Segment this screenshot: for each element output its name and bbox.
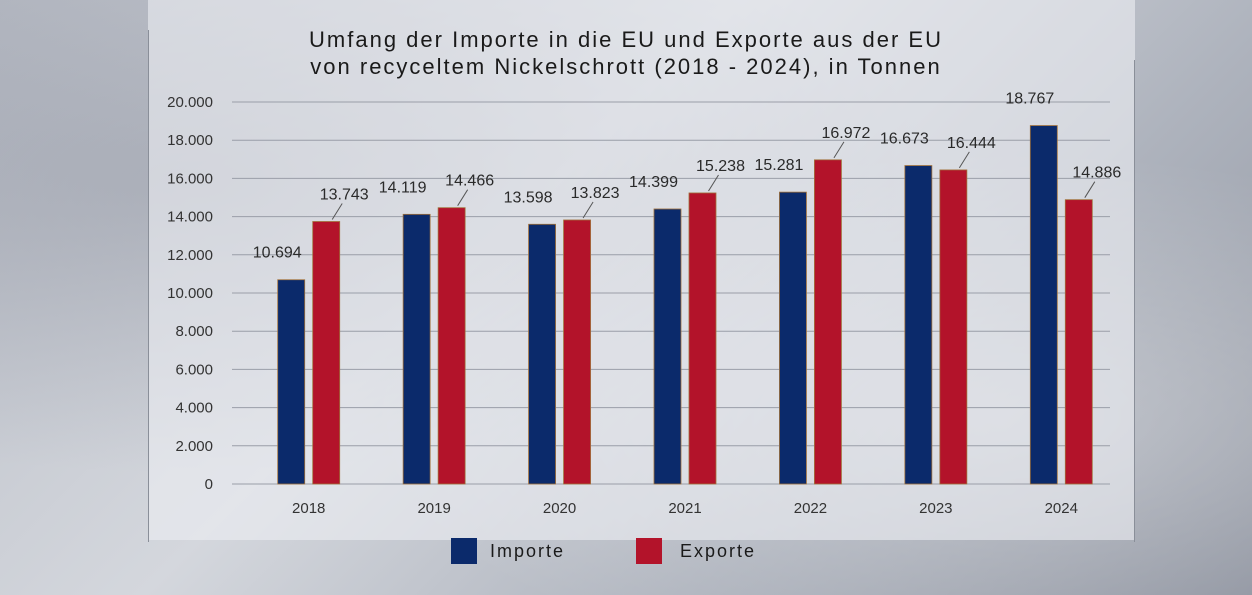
y-tick-label: 6.000	[175, 361, 213, 378]
bar-importe	[653, 208, 682, 485]
x-tick-label: 2021	[668, 500, 701, 517]
data-label: 13.823	[571, 185, 620, 202]
bar-importe	[277, 279, 306, 485]
y-tick-label: 14.000	[167, 209, 213, 226]
y-tick-label: 8.000	[175, 323, 213, 340]
data-label: 13.598	[504, 189, 553, 206]
y-tick-label: 18.000	[167, 132, 213, 149]
data-label-leader	[958, 151, 970, 169]
x-tick-label: 2019	[417, 500, 450, 517]
data-label-leader	[331, 203, 343, 220]
bar-exporte	[814, 159, 842, 485]
data-label: 16.673	[880, 131, 929, 148]
x-tick-label: 2018	[292, 500, 325, 517]
y-tick-label: 16.000	[167, 170, 213, 187]
y-tick-label: 12.000	[167, 247, 213, 264]
chart-title-line-2: von recyceltem Nickelschrott (2018 - 202…	[310, 54, 942, 79]
y-tick-label: 2.000	[175, 438, 213, 455]
data-label: 15.281	[754, 157, 803, 174]
x-tick-label: 2023	[919, 500, 952, 517]
data-label: 14.399	[629, 174, 678, 191]
bar-importe	[1029, 125, 1058, 485]
chart-title-line-1: Umfang der Importe in die EU und Exporte…	[309, 27, 943, 52]
data-label-leader	[708, 174, 719, 192]
bar-importe	[402, 213, 431, 485]
panel-right-border	[1134, 60, 1135, 542]
data-label: 14.119	[379, 179, 427, 196]
data-label-leader	[833, 141, 845, 159]
data-label: 16.972	[821, 125, 870, 142]
x-tick-label: 2022	[794, 500, 827, 517]
data-label: 15.238	[696, 158, 745, 175]
legend-swatch-exporte	[636, 538, 662, 564]
bar-importe	[528, 223, 556, 485]
bar-exporte	[1064, 199, 1093, 485]
legend-label-importe: Importe	[490, 541, 566, 561]
legend-label-exporte: Exporte	[680, 541, 757, 561]
x-tick-label: 2020	[543, 500, 576, 517]
y-tick-label: 10.000	[167, 285, 213, 302]
bar-importe	[904, 165, 933, 485]
data-label-leader	[582, 201, 594, 219]
data-label-leader	[457, 189, 469, 206]
bar-exporte	[939, 169, 968, 485]
bar-importe	[779, 191, 807, 485]
data-label: 14.466	[445, 173, 494, 190]
bar-exporte	[312, 221, 341, 485]
y-tick-label: 0	[205, 476, 213, 493]
bar-exporte	[563, 219, 591, 485]
panel-left-border	[148, 30, 149, 542]
data-label: 10.694	[253, 245, 302, 262]
bar-exporte	[437, 207, 466, 485]
data-label: 13.743	[320, 187, 369, 204]
data-label: 14.886	[1072, 165, 1121, 182]
data-label-leader	[1084, 181, 1096, 198]
x-tick-label: 2024	[1045, 500, 1078, 517]
bar-exporte	[688, 192, 717, 485]
y-tick-label: 4.000	[175, 400, 213, 417]
legend-swatch-importe	[451, 538, 477, 564]
chart-title: Umfang der Importe in die EU und Exporte…	[0, 26, 1252, 80]
data-label: 18.767	[1005, 91, 1054, 108]
y-tick-label: 20.000	[167, 94, 213, 111]
data-label: 16.444	[947, 135, 996, 152]
